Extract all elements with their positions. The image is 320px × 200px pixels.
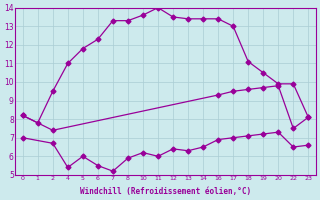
X-axis label: Windchill (Refroidissement éolien,°C): Windchill (Refroidissement éolien,°C): [80, 187, 251, 196]
